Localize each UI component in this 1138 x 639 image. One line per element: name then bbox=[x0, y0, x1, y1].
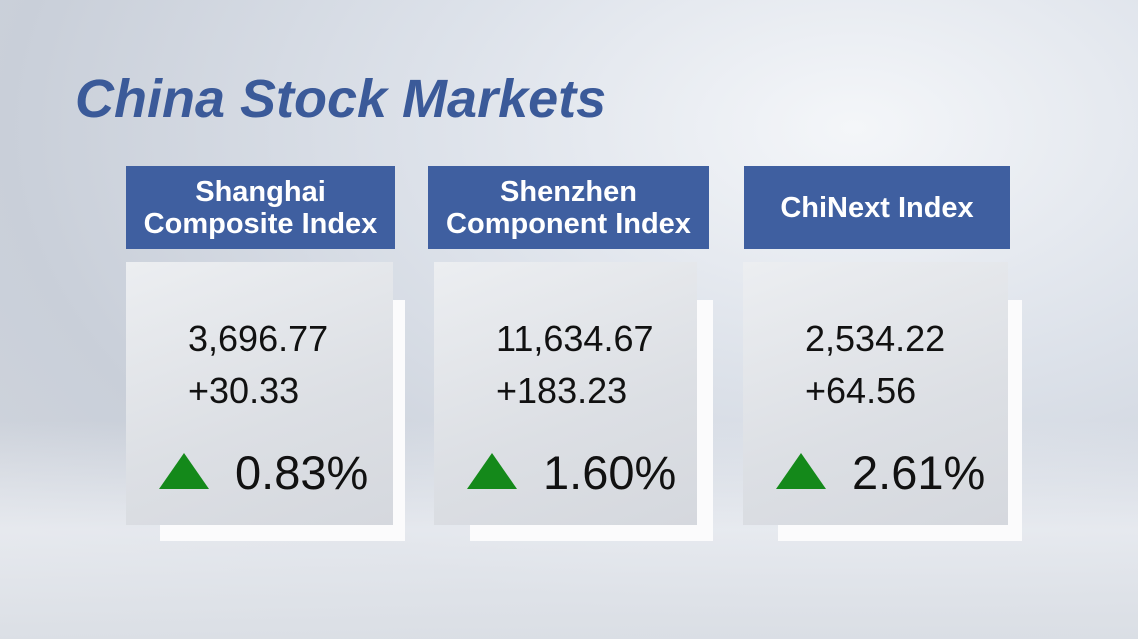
up-arrow-shape bbox=[776, 453, 826, 489]
up-arrow-shape bbox=[467, 453, 517, 489]
index-card: 3,696.77 +30.33 0.83% bbox=[126, 262, 393, 525]
up-arrow bbox=[159, 453, 209, 489]
index-name: ChiNext Index bbox=[780, 191, 974, 224]
index-name: Shenzhen bbox=[500, 175, 637, 208]
index-value: 2,534.22 bbox=[805, 318, 946, 359]
index-header: ChiNext Index bbox=[744, 166, 1010, 249]
index-percent: 0.83% bbox=[235, 446, 369, 499]
index-header: Shanghai Composite Index bbox=[126, 166, 395, 249]
index-header: Shenzhen Component Index bbox=[428, 166, 709, 249]
index-value: 3,696.77 bbox=[188, 318, 329, 359]
up-arrow bbox=[776, 453, 826, 489]
index-name: Shanghai bbox=[195, 175, 326, 208]
index-name: Component Index bbox=[446, 207, 691, 240]
index-name: Composite Index bbox=[143, 207, 378, 240]
index-percent: 1.60% bbox=[543, 446, 677, 499]
index-change: +64.56 bbox=[805, 370, 917, 411]
up-arrow bbox=[467, 453, 517, 489]
index-card: 11,634.67 +183.23 1.60% bbox=[434, 262, 697, 525]
index-change: +30.33 bbox=[188, 370, 300, 411]
index-value: 11,634.67 bbox=[496, 318, 654, 359]
up-arrow-shape bbox=[159, 453, 209, 489]
index-change: +183.23 bbox=[496, 370, 628, 411]
title: China Stock Markets bbox=[75, 69, 607, 129]
index-card: 2,534.22 +64.56 2.61% bbox=[743, 262, 1008, 525]
index-percent: 2.61% bbox=[852, 446, 986, 499]
